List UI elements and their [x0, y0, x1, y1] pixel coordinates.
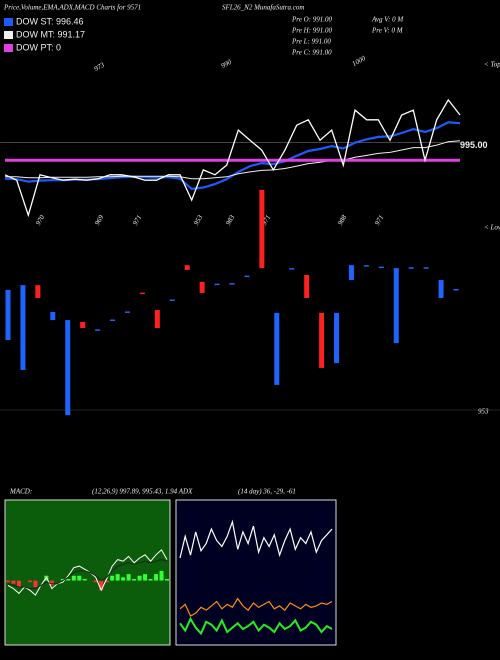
macd-bar [99, 580, 104, 591]
adx-line [179, 616, 333, 636]
y-tick-label: 953 [478, 408, 489, 416]
last-price-label: 995.00 [460, 140, 488, 150]
macd-bar [60, 578, 65, 581]
adx-line [179, 597, 333, 617]
chart-title: Price,Volume,EMA,ADX,MACD Charts for 957… [3, 4, 141, 12]
macd-bar [159, 570, 164, 581]
macd-line [7, 559, 168, 590]
candle [244, 275, 250, 278]
macd-bar [121, 577, 126, 581]
info-text: Pre V: 0 M [371, 27, 404, 35]
candle [50, 312, 56, 321]
candle [334, 312, 340, 364]
macd-values: (12,26,9) 997.89, 995.43, 1.94 ADX [92, 488, 193, 496]
macd-bar [104, 580, 109, 583]
macd-bar [110, 575, 115, 581]
macd-bar [148, 578, 153, 581]
legend-label: DOW MT: 991.17 [16, 29, 85, 39]
lows-label: < Lows [484, 224, 500, 232]
candle [289, 268, 295, 270]
indicator-line [5, 140, 461, 180]
info-text: Pre H: 991.00 [291, 27, 332, 35]
macd-bar [16, 580, 21, 587]
macd-line [7, 549, 168, 596]
adx-values: (14 day) 36, -29, -61 [238, 488, 296, 496]
adx-panel [175, 499, 337, 646]
macd-bar [66, 578, 71, 581]
candle [154, 309, 160, 329]
info-text: Avg V: 0 M [371, 16, 404, 24]
candle [184, 265, 190, 270]
macd-bar [93, 580, 98, 583]
macd-bar [82, 578, 87, 581]
candle [65, 320, 71, 416]
macd-bar [77, 575, 82, 581]
macd-bar [126, 574, 131, 581]
candle [80, 321, 86, 329]
candle [378, 266, 384, 269]
candle [363, 265, 369, 267]
macd-bar [132, 578, 137, 581]
candle [229, 283, 235, 285]
candle [139, 292, 145, 295]
info-text: Pre C: 991.00 [291, 49, 332, 57]
price-line [4, 98, 461, 218]
candle [274, 312, 280, 385]
macd-bar [71, 575, 76, 581]
candle [408, 267, 414, 269]
macd-bar [49, 580, 54, 586]
macd-panel [4, 499, 171, 646]
legend-label: DOW PT: 0 [16, 42, 61, 52]
candle [110, 319, 116, 321]
candle [304, 274, 310, 298]
candle [169, 299, 175, 301]
candle [20, 285, 26, 370]
legend-swatch [4, 18, 13, 26]
macd-bar [143, 574, 148, 581]
candle [95, 329, 101, 331]
macd-bar [165, 578, 169, 581]
macd-bar [33, 580, 38, 587]
adx-line [179, 519, 333, 559]
tops-label: < Tops [484, 61, 500, 69]
site-name: SFL26_N2 MunafaSutra.com [222, 4, 304, 12]
macd-bar [6, 580, 10, 583]
candle [393, 268, 399, 344]
info-text: Pre L: 991.00 [291, 38, 331, 46]
candle [453, 289, 459, 291]
candle [259, 189, 265, 269]
info-text: Pre O: 991.00 [291, 16, 332, 24]
legend-label: DOW ST: 996.46 [16, 16, 84, 26]
macd-bar [137, 575, 142, 581]
candle [35, 285, 41, 298]
macd-bar [11, 580, 16, 584]
macd-bar [115, 574, 120, 581]
legend-swatch [4, 31, 13, 39]
macd-bar [27, 580, 32, 583]
candle [214, 283, 220, 286]
candle [199, 281, 205, 293]
macd-label: MACD: [9, 488, 32, 496]
candle [124, 311, 130, 313]
candle [5, 289, 11, 341]
candle [348, 265, 354, 281]
candle [319, 312, 325, 368]
macd-bar [154, 574, 159, 581]
candle [423, 267, 429, 269]
legend-swatch [4, 44, 13, 52]
candle [438, 280, 444, 298]
